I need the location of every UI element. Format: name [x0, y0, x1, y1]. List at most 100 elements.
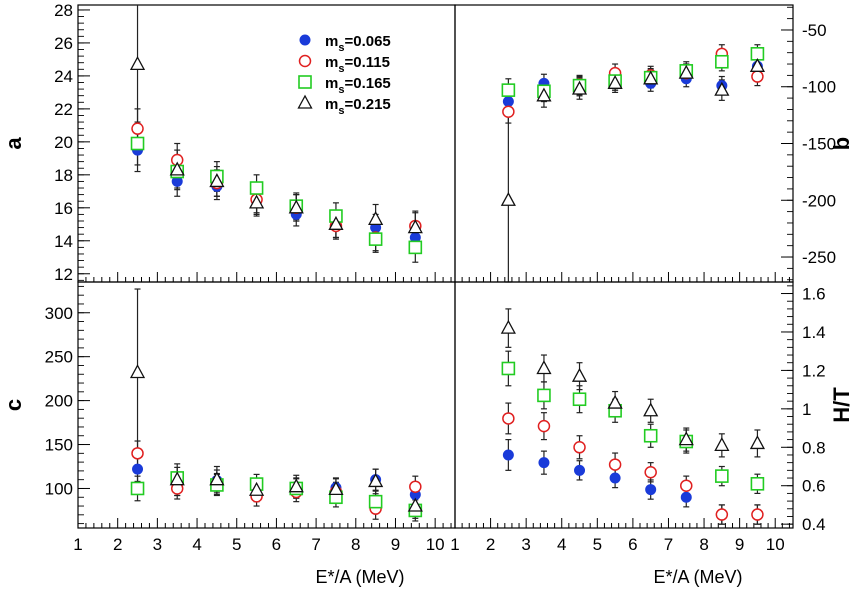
y-axis-title: a	[1, 137, 26, 150]
data-point-open-square	[130, 481, 145, 496]
series-markers-m_s=0.115	[502, 412, 764, 521]
data-point-open-circle	[131, 122, 144, 135]
data-point-open-triangle	[169, 161, 185, 176]
data-point-open-square	[643, 428, 658, 443]
data-point-open-square	[537, 388, 551, 403]
data-point-open-triangle	[536, 87, 552, 102]
data-point-open-circle	[751, 508, 764, 521]
y-axis-title: H/T	[829, 387, 854, 423]
y-tick-label: 1.2	[802, 361, 826, 380]
y-tick-label: 150	[45, 436, 73, 455]
data-point-open-triangle	[607, 74, 623, 89]
data-point-open-square	[715, 54, 729, 69]
data-point-open-triangle	[643, 402, 659, 417]
x-tick-label: 9	[391, 535, 400, 554]
data-point-filled-circle	[502, 95, 514, 107]
x-axis-title: E*/A (MeV)	[315, 567, 404, 587]
legend-entry-label: ms=0.115	[325, 54, 390, 75]
series-markers-m_s=0.215	[500, 57, 766, 206]
y-tick-label: 0.4	[802, 515, 826, 534]
panel-frame	[454, 4, 794, 283]
data-point-open-triangle	[209, 173, 225, 188]
data-point-open-triangle	[248, 481, 265, 496]
y-axis-title: c	[1, 399, 26, 411]
data-point-open-triangle	[500, 319, 516, 334]
data-point-open-triangle	[297, 94, 313, 109]
y-tick-label: 24	[54, 67, 73, 86]
data-point-open-circle	[608, 458, 622, 471]
data-point-open-triangle	[368, 210, 384, 225]
data-point-open-triangle	[643, 70, 659, 85]
data-point-open-triangle	[749, 435, 766, 450]
x-tick-label: 8	[699, 535, 708, 554]
data-point-filled-circle	[574, 464, 586, 476]
data-point-open-triangle	[328, 480, 344, 495]
data-point-open-square	[130, 136, 145, 151]
y-tick-label: -150	[802, 135, 836, 154]
data-point-open-circle	[502, 412, 515, 425]
y-tick-label: 250	[45, 348, 73, 367]
data-point-open-circle	[131, 447, 144, 460]
x-tick-label: 7	[311, 535, 320, 554]
data-point-filled-circle	[299, 34, 311, 46]
legend-entry-label: ms=0.065	[325, 33, 391, 54]
data-point-open-circle	[409, 480, 422, 493]
series-markers-m_s=0.165	[501, 361, 765, 491]
y-tick-label: 1.6	[802, 285, 826, 304]
data-point-open-triangle	[500, 191, 516, 206]
data-point-open-circle	[680, 479, 693, 492]
y-tick-label: 22	[54, 100, 73, 119]
data-point-open-square	[368, 494, 383, 509]
data-point-filled-circle	[132, 463, 144, 475]
x-tick-label: 10	[766, 535, 785, 554]
y-tick-label: 0.6	[802, 477, 826, 496]
data-point-open-triangle	[749, 57, 766, 72]
data-point-open-triangle	[129, 55, 146, 71]
y-tick-label: 100	[45, 479, 73, 498]
data-point-open-triangle	[714, 436, 730, 452]
data-point-open-square	[715, 469, 729, 483]
x-tick-label: 6	[628, 535, 637, 554]
panel-bottom-right: 1 2 3 4 5 6 7 8 9 10 0.4 0.6 0.8 1 1.2 1.4 1.6 H/T E*/A (M…	[450, 281, 854, 587]
x-tick-label: 4	[557, 535, 566, 554]
y-tick-label: 1	[802, 400, 811, 419]
data-point-open-triangle	[209, 471, 225, 486]
y-tick-label: 1.4	[802, 323, 826, 342]
data-point-open-circle	[573, 441, 586, 454]
y-axis-title: b	[829, 137, 854, 150]
data-point-open-triangle	[607, 394, 623, 409]
data-point-open-square	[501, 361, 516, 376]
data-point-filled-circle	[609, 472, 621, 484]
x-tick-label: 4	[192, 535, 201, 554]
data-point-open-triangle	[407, 219, 423, 234]
x-tick-label: 2	[113, 535, 122, 554]
data-point-open-circle	[644, 466, 657, 479]
y-tick-label: 14	[54, 232, 73, 251]
x-tick-label: 6	[272, 535, 281, 554]
x-tick-label: 3	[521, 535, 530, 554]
y-tick-label: 200	[45, 392, 73, 411]
data-point-open-square	[572, 392, 587, 407]
data-point-open-triangle	[288, 478, 304, 493]
y-tick-label: 20	[54, 133, 73, 152]
data-point-open-triangle	[714, 81, 730, 96]
data-point-open-circle	[298, 54, 312, 68]
data-point-open-square	[368, 232, 383, 246]
series-markers-m_s=0.215	[129, 55, 423, 234]
data-point-open-triangle	[678, 64, 694, 79]
data-point-open-triangle	[678, 431, 694, 446]
x-tick-label: 10	[426, 535, 445, 554]
y-tick-label: 0.8	[802, 438, 826, 457]
data-point-open-square	[501, 83, 516, 97]
data-point-open-triangle	[328, 215, 344, 230]
data-point-filled-circle	[502, 449, 514, 461]
y-tick-label: -250	[802, 248, 836, 267]
x-tick-label: 2	[486, 535, 495, 554]
data-point-open-triangle	[169, 471, 185, 486]
y-tick-label: -100	[802, 78, 836, 97]
data-point-open-triangle	[536, 360, 552, 375]
data-point-filled-circle	[645, 484, 657, 496]
data-point-open-square	[249, 181, 264, 195]
